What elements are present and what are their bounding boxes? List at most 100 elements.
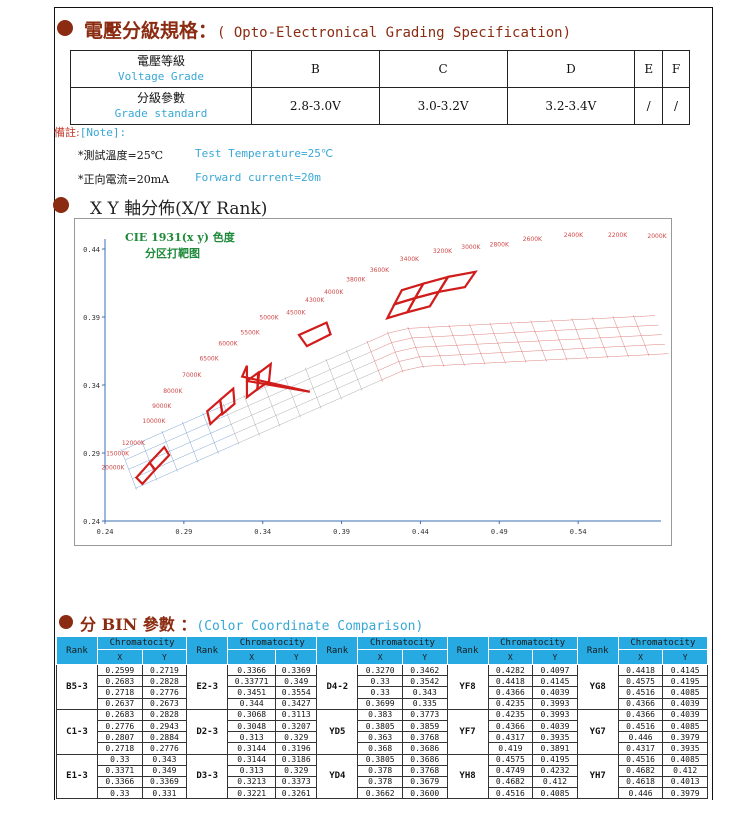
bin-x-cell: 0.33771: [227, 675, 277, 688]
bin-y-cell: 0.4085: [662, 686, 708, 699]
bin-x-cell: 0.344: [227, 697, 277, 710]
bin-grid-line: [489, 322, 506, 364]
bin-x-cell: 0.446: [617, 731, 664, 744]
bin-grid-line: [354, 360, 375, 371]
section3-subtitle: (Color Coordinate Comparison): [196, 619, 424, 634]
cct-label: 3000K: [461, 244, 481, 251]
bin-grid-line: [330, 360, 351, 370]
bin-grid-line: [340, 388, 361, 399]
red-bin-c1-3: [148, 445, 171, 472]
bin-row: 0.2718 0.2776 0.3144 0.3196 0.368 0.3686 0.419…: [57, 742, 708, 755]
cct-label: 9000K: [152, 403, 172, 410]
bin-y-cell: 0.3993: [532, 697, 578, 710]
bin-grid-line: [169, 442, 191, 452]
page-frame: [54, 7, 713, 800]
rank-header: Rank: [446, 636, 489, 665]
bin-grid-line: [483, 361, 505, 364]
bin-x-cell: 0.4575: [617, 675, 664, 688]
bin-x-cell: 0.313: [227, 731, 277, 744]
cct-label: 20000K: [101, 464, 125, 471]
bin-x-cell: 0.4682: [487, 775, 534, 789]
bin-y-cell: 0.329: [275, 731, 318, 744]
cie-chart-container: 0.24 0.29 0.34 0.39 0.44 0.49 0.54 0.44 0.39 0.34…: [74, 218, 672, 546]
bin-grid-line: [573, 318, 594, 321]
note-label-cn: 備註:: [54, 126, 80, 139]
bin-grid-line: [381, 370, 402, 381]
y-tick-label: 0.34: [83, 382, 100, 390]
cct-label: 6000K: [218, 341, 238, 348]
bin-grid-line: [398, 356, 420, 362]
bin-y-cell: 0.4145: [532, 675, 578, 688]
bin-y-cell: 0.2828: [141, 708, 188, 721]
chroma-header: Chromatocity: [227, 636, 318, 650]
bin-y-cell: 0.3369: [141, 775, 188, 789]
section3-title-text: 分 BIN 參數 ：: [80, 615, 197, 634]
bin-y-cell: 0.3993: [532, 708, 578, 721]
bin-grid-line: [494, 332, 515, 334]
bin-grid-line: [432, 335, 454, 338]
bin-grid-line: [295, 397, 317, 407]
red-bin-d2-3: [205, 397, 224, 427]
bin-row: E1-3 0.33 0.343 D3-3 0.3144 0.3186 YD4 0.3805 0.…: [56, 753, 708, 800]
bin-grid-line: [592, 317, 609, 359]
bin-grid-line: [614, 316, 635, 318]
bin-grid-line: [551, 319, 568, 361]
section1-title-text: 電壓分級規格：: [84, 20, 218, 42]
bin-grid-line: [202, 412, 219, 454]
chart-subtitle: 分区打靶图: [145, 246, 200, 260]
bin-y-cell: 0.2943: [141, 719, 188, 733]
bin-grid-line: [196, 452, 218, 462]
standard-cell: 3.0-3.2V: [378, 87, 508, 125]
bin-grid-line: [278, 415, 300, 426]
bin-rank-cell: C1-3: [56, 708, 98, 755]
grade-cell: C: [378, 50, 508, 88]
bin-x-cell: 0.4749: [487, 764, 534, 777]
bin-rank-cell: YF8: [446, 664, 489, 710]
bin-x-cell: 0.4235: [487, 697, 534, 710]
bin-y-cell: 0.3686: [401, 753, 448, 766]
bin-x-cell: 0.3662: [357, 787, 403, 800]
x-header: X: [97, 649, 143, 665]
bin-y-cell: 0.4039: [662, 708, 708, 721]
bin-grid-line: [409, 327, 430, 329]
bin-grid-line: [412, 336, 433, 339]
bin-grid-line: [193, 442, 215, 453]
bin-grid-line: [275, 406, 297, 416]
bin-grid-line: [272, 396, 293, 407]
bin-table: Rank Chromatocity Rank Chromatocity Rank Chro…: [56, 636, 709, 800]
bin-grid-line: [480, 352, 502, 354]
section2-title: X Y 軸分佈(X/Y Rank): [90, 199, 268, 219]
y-tick-label: 0.39: [83, 314, 100, 322]
bin-x-cell: 0.378: [357, 764, 403, 777]
bin-grid-line: [627, 354, 648, 357]
y-header: Y: [401, 649, 448, 665]
bin-grid-line: [305, 367, 322, 409]
bin-grid-line: [524, 359, 546, 362]
bin-grid-line: [248, 396, 269, 406]
bin-grid-line: [436, 344, 457, 347]
bin-y-cell: 0.3113: [275, 708, 318, 721]
bin-y-cell: 0.3373: [275, 775, 318, 789]
bin-y-cell: 0.3686: [401, 742, 448, 755]
bin-grid-line: [183, 413, 205, 424]
note-label: 備註:[Note]:: [54, 124, 126, 140]
bin-grid-line: [565, 357, 587, 360]
cct-label: 4500K: [286, 309, 306, 316]
bin-row: 0.2776 0.2943 0.3048 0.3207 0.3805 0.3859 0.43…: [57, 719, 708, 733]
y-header: Y: [532, 649, 578, 665]
bin-grid-line: [125, 450, 146, 461]
bin-x-cell: 0.3068: [227, 708, 277, 721]
bin-y-cell: 0.3196: [275, 742, 318, 755]
x-tick-label: 0.44: [412, 528, 429, 536]
bin-grid-line: [367, 332, 389, 343]
bin-x-cell: 0.4575: [487, 753, 534, 766]
chroma-header: Chromatocity: [617, 636, 709, 650]
bin-x-cell: 0.3699: [357, 697, 403, 710]
bin-x-cell: 0.4516: [617, 719, 664, 733]
bin-grid-line: [429, 325, 451, 328]
bin-y-cell: 0.335: [401, 697, 448, 710]
bin-grid-line: [562, 348, 584, 350]
grade-cell: F: [662, 50, 690, 88]
bin-y-cell: 0.4145: [662, 663, 708, 677]
bin-y-cell: 0.3679: [401, 775, 448, 789]
